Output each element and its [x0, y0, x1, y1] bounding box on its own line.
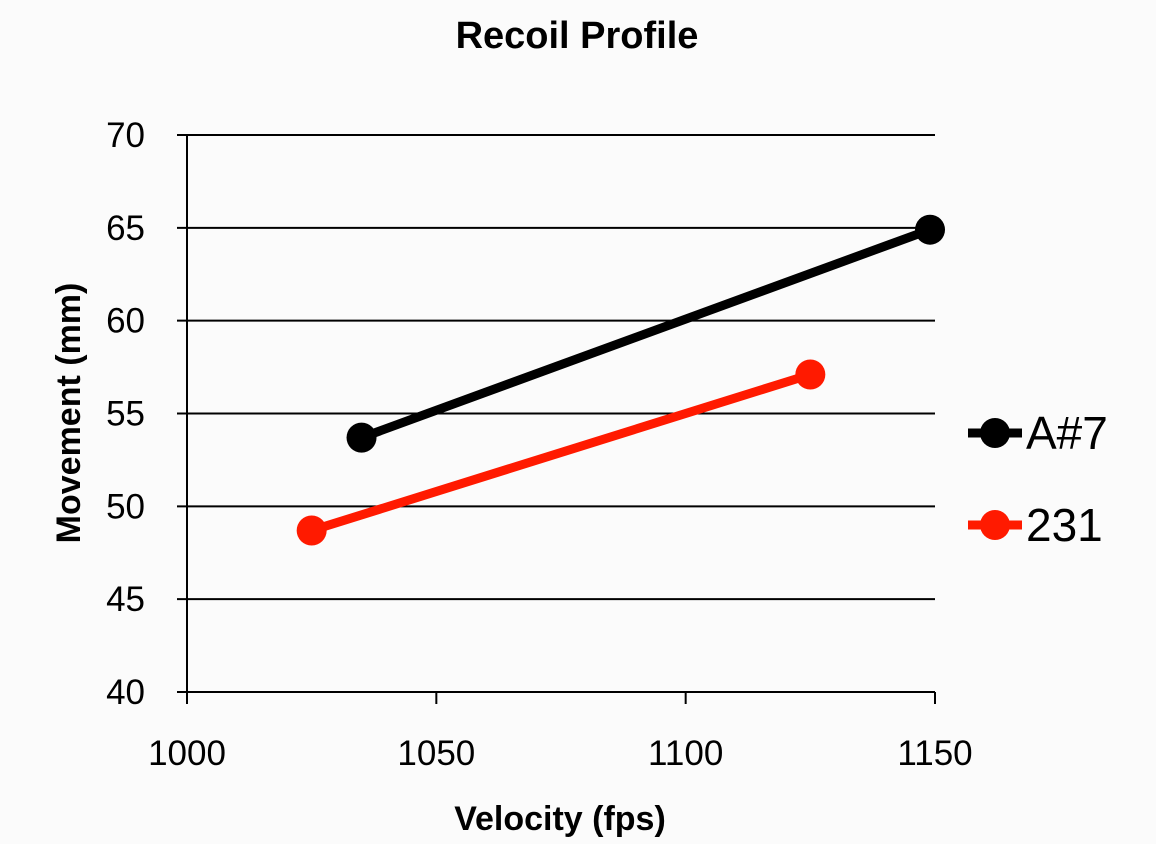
- y-tick-label: 40: [106, 673, 145, 712]
- legend-swatch-marker-0: [980, 418, 1010, 448]
- series-group: [296, 214, 946, 546]
- series-point-1: [795, 359, 826, 390]
- axes: [186, 135, 936, 704]
- x-tick-label: 1100: [648, 734, 723, 773]
- y-tick-labels: 40 45 50 55 60 65 70: [106, 116, 145, 712]
- legend-swatch-marker-1: [980, 510, 1010, 540]
- series-point-0: [346, 422, 377, 453]
- x-tick-label: 1050: [397, 734, 475, 773]
- y-tick-label: 65: [106, 209, 145, 248]
- legend-label-1: 231: [1026, 499, 1103, 551]
- y-tick-label: 55: [106, 395, 145, 434]
- x-tick-label: 1150: [897, 734, 972, 773]
- x-axis-title: Velocity (fps): [454, 800, 666, 838]
- series-point-1: [296, 515, 327, 546]
- series-line-1: [310, 370, 812, 535]
- chart-title: Recoil Profile: [456, 15, 699, 57]
- y-tick-label: 50: [106, 487, 145, 526]
- y-tick-label: 60: [106, 302, 145, 341]
- series-line-0: [359, 225, 932, 442]
- y-tick-label: 45: [106, 580, 145, 619]
- gridlines: [177, 134, 935, 693]
- legend-label-0: A#7: [1026, 407, 1108, 459]
- y-tick-label: 70: [106, 116, 145, 155]
- x-tick-labels: 1000 1050 1100 1150: [148, 734, 973, 773]
- legend: A#7 231: [968, 407, 1108, 551]
- series-point-0: [915, 214, 946, 245]
- y-axis-title: Movement (mm): [50, 283, 88, 544]
- x-tick-label: 1000: [148, 734, 226, 773]
